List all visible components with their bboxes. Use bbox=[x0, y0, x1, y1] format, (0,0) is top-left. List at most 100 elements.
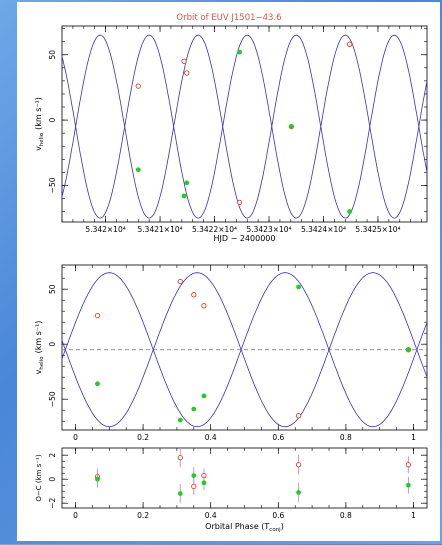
secondary-star-point bbox=[181, 58, 187, 64]
x-axis-label-phase-sub: conj bbox=[269, 527, 281, 533]
primary-orbit-curve bbox=[61, 34, 428, 219]
panel-phase-points bbox=[94, 278, 412, 423]
primary-star-point bbox=[237, 49, 242, 55]
y-tick-label: −50 bbox=[48, 391, 57, 407]
x-tick-label: 0.2 bbox=[137, 511, 149, 520]
secondary-star-point bbox=[177, 454, 183, 461]
secondary-star-point bbox=[295, 462, 302, 468]
panel-phase-xtick-labels: 0 0.2 0.4 0.6 0.8 1 bbox=[73, 433, 416, 442]
x-tick-label: 1 bbox=[411, 511, 416, 520]
y-axis-label-v: v bbox=[34, 146, 43, 151]
y-axis-label-unit: (km s⁻¹) bbox=[34, 97, 43, 130]
secondary-orbit-curve bbox=[61, 34, 428, 219]
panel-hjd-ticks bbox=[61, 26, 427, 222]
panel-hjd-curves bbox=[61, 34, 428, 219]
panel-phase-frame bbox=[61, 264, 428, 431]
primary-star-point bbox=[406, 347, 411, 353]
panel-hjd: 5.342×10⁴ 5.3421×10⁴ 5.3422×10⁴ 5.3423×10⁴ 5… bbox=[34, 25, 428, 243]
figure-panel: Orbit of EUV J1501−43.6 5.342×10⁴ 5.3421×… bbox=[17, 2, 440, 541]
y-axis-label-sub: helio bbox=[39, 132, 45, 146]
x-tick-label: 0 bbox=[73, 511, 78, 520]
x-tick-label: 5.3423×10⁴ bbox=[246, 225, 291, 234]
secondary-star-point bbox=[346, 41, 353, 47]
panel-residuals-xtick-labels: 0 0.2 0.4 0.6 0.8 1 bbox=[73, 511, 416, 520]
secondary-orbit-curve bbox=[61, 272, 428, 428]
x-tick-label: 5.3422×10⁴ bbox=[192, 225, 237, 234]
x-axis-label-phase: Orbital Phase (Tconj) bbox=[205, 522, 284, 533]
x-tick-label: 1 bbox=[411, 433, 416, 442]
primary-star-point bbox=[201, 393, 207, 399]
primary-star-point bbox=[95, 381, 100, 387]
y-tick-label: −2 bbox=[48, 497, 57, 508]
primary-star-point bbox=[184, 180, 190, 186]
secondary-star-point bbox=[405, 462, 412, 468]
chart-title: Orbit of EUV J1501−43.6 bbox=[176, 13, 281, 23]
y-tick-label: 50 bbox=[48, 284, 57, 294]
x-tick-label: 5.3424×10⁴ bbox=[301, 225, 346, 234]
panel-phase-ticks bbox=[62, 265, 427, 430]
x-tick-label: 0.6 bbox=[272, 511, 284, 520]
primary-star-point bbox=[191, 406, 197, 412]
y-axis-label-unit: (km s⁻¹) bbox=[34, 321, 43, 354]
secondary-star-point bbox=[191, 483, 197, 490]
secondary-star-point bbox=[177, 278, 183, 285]
panel-hjd-frame bbox=[61, 25, 428, 223]
x-tick-label: 0.8 bbox=[340, 433, 352, 442]
primary-star-point bbox=[347, 209, 353, 214]
primary-star-point bbox=[296, 284, 301, 290]
secondary-star-point bbox=[236, 199, 243, 206]
x-axis-label-phase-text: Orbital Phase (T bbox=[205, 522, 269, 531]
panel-hjd-xtick-labels: 5.342×10⁴ 5.3421×10⁴ 5.3422×10⁴ 5.3423×10⁴ 5… bbox=[85, 225, 400, 234]
secondary-star-point bbox=[201, 303, 207, 309]
panel-phase: 0 0.2 0.4 0.6 0.8 1 50 0 −50 vhelio (km s⁻¹) bbox=[34, 264, 428, 442]
x-axis-label-phase-tail: ) bbox=[281, 522, 284, 531]
primary-star-point bbox=[288, 124, 294, 130]
y-axis-label-residuals: O−C (km s⁻¹) bbox=[35, 454, 43, 501]
primary-star-point bbox=[406, 482, 411, 488]
primary-star-point bbox=[135, 167, 141, 173]
secondary-star-point bbox=[295, 413, 302, 419]
x-tick-label: 0.4 bbox=[205, 511, 217, 520]
x-tick-label: 0.4 bbox=[205, 433, 217, 442]
x-tick-label: 0 bbox=[73, 433, 78, 442]
primary-star-point bbox=[177, 491, 183, 496]
panel-hjd-points bbox=[135, 41, 353, 214]
x-tick-label: 0.8 bbox=[340, 511, 352, 520]
primary-star-point bbox=[201, 480, 207, 486]
primary-orbit-curve bbox=[61, 272, 428, 428]
y-tick-label: 0 bbox=[48, 117, 57, 122]
orbit-figure: Orbit of EUV J1501−43.6 5.342×10⁴ 5.3421×… bbox=[34, 13, 428, 533]
x-tick-label: 0.2 bbox=[137, 433, 149, 442]
y-axis-label-velocity-phase: vhelio (km s⁻¹) bbox=[34, 321, 45, 375]
primary-star-point bbox=[95, 476, 100, 482]
x-tick-label: 5.342×10⁴ bbox=[85, 225, 125, 234]
x-tick-label: 5.3425×10⁴ bbox=[355, 225, 400, 234]
y-tick-label: 50 bbox=[48, 50, 57, 60]
panel-residuals-ticks bbox=[62, 448, 427, 508]
y-axis-label-sub: helio bbox=[39, 356, 45, 370]
x-tick-label: 5.3421×10⁴ bbox=[138, 225, 183, 234]
x-tick-label: 0.6 bbox=[272, 433, 284, 442]
x-axis-label-hjd: HJD − 2400000 bbox=[214, 234, 276, 243]
y-tick-label: 0 bbox=[48, 477, 57, 482]
panel-residuals-frame bbox=[61, 447, 428, 509]
y-tick-label: −50 bbox=[48, 177, 57, 193]
panel-residuals-points bbox=[94, 448, 412, 504]
y-tick-label: 2 bbox=[48, 453, 57, 458]
panel-residuals: 0 0.2 0.4 0.6 0.8 1 2 0 −2 Orbital Phase (Tconj… bbox=[35, 447, 428, 533]
primary-star-point bbox=[181, 193, 187, 199]
secondary-star-point bbox=[184, 70, 190, 76]
secondary-star-point bbox=[94, 312, 101, 319]
panel-residuals-ytick-labels: 2 0 −2 bbox=[48, 453, 57, 509]
y-tick-label: 0 bbox=[48, 342, 57, 347]
y-axis-label-v: v bbox=[34, 369, 43, 374]
primary-star-point bbox=[191, 473, 197, 478]
panel-phase-ytick-labels: 50 0 −50 bbox=[48, 284, 57, 407]
panel-phase-curves bbox=[61, 272, 428, 428]
y-axis-label-velocity: vhelio (km s⁻¹) bbox=[34, 97, 45, 151]
panel-hjd-ytick-labels: 50 0 −50 bbox=[48, 50, 57, 194]
secondary-star-point bbox=[191, 292, 197, 298]
primary-star-point bbox=[296, 490, 301, 495]
primary-star-point bbox=[177, 417, 183, 423]
